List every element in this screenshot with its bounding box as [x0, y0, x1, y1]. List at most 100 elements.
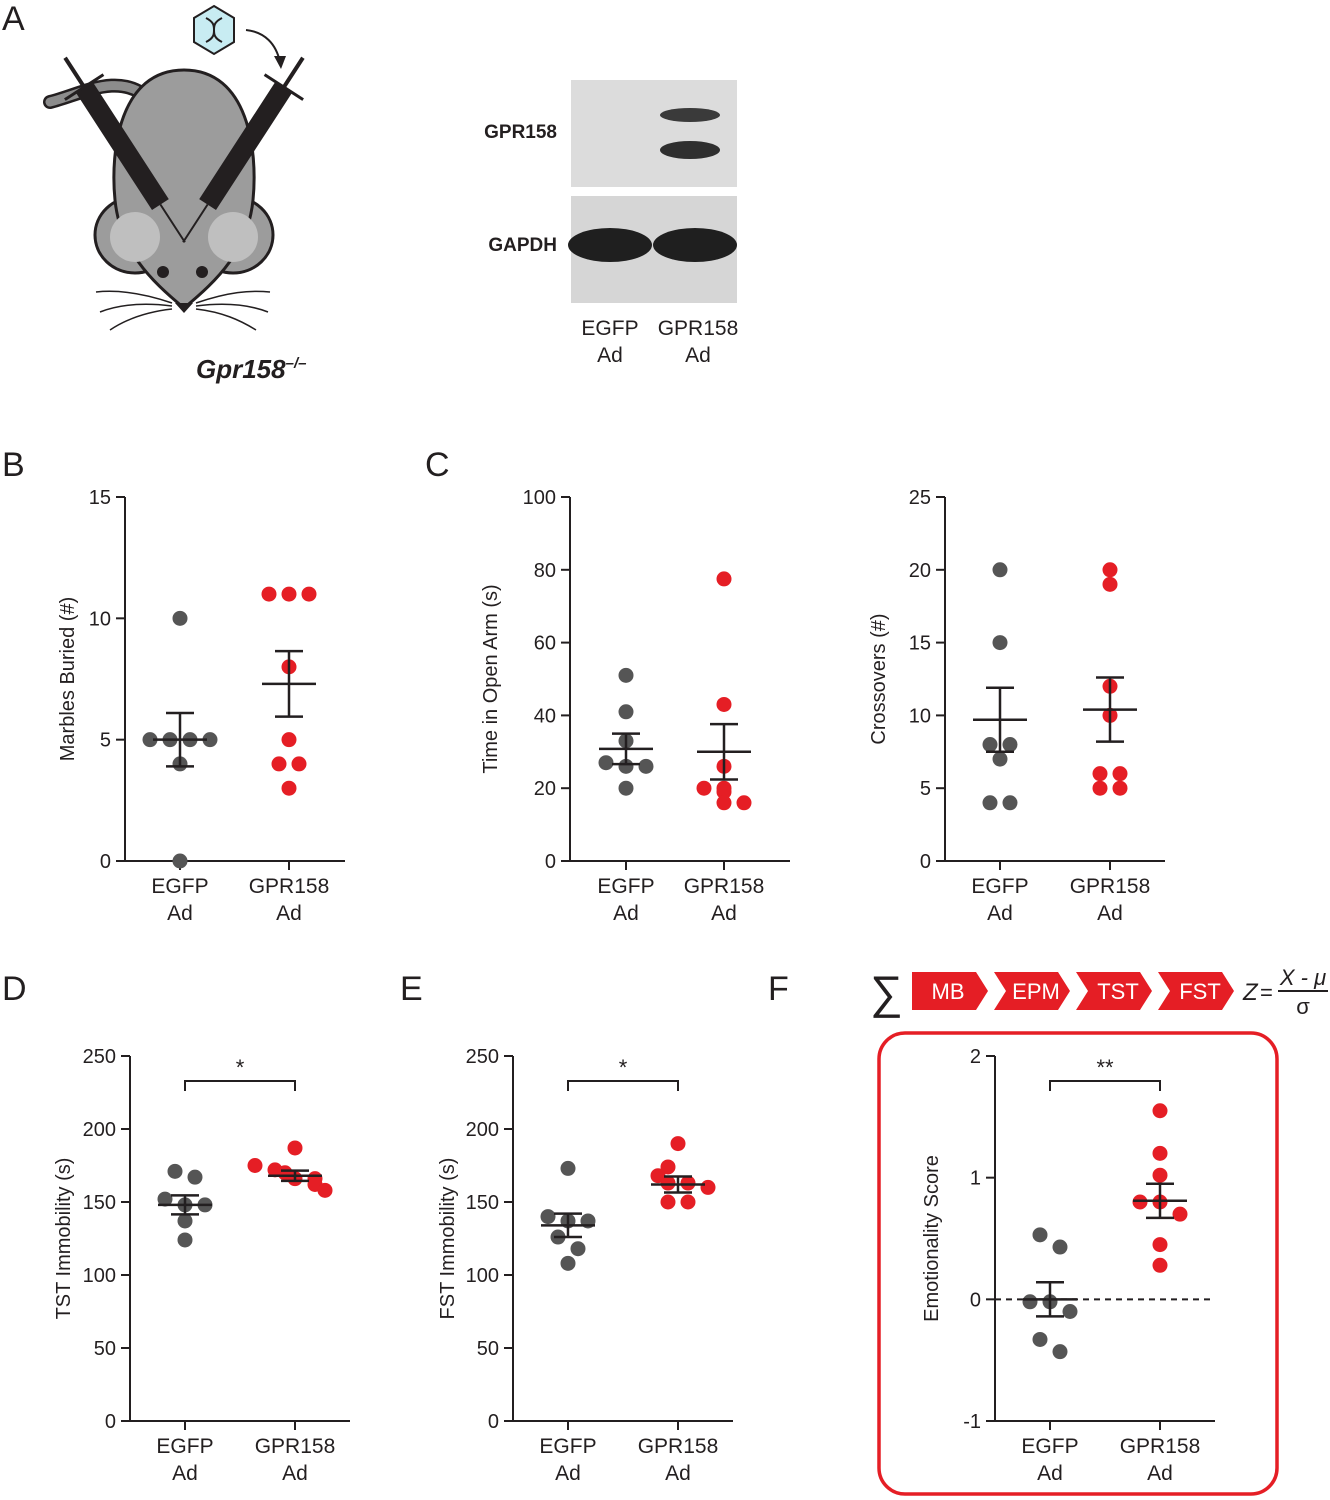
tst-category-label: GPR158 [255, 1435, 336, 1458]
emotionality-point [1152, 1257, 1168, 1273]
openarm-ytick-label: 100 [523, 487, 556, 509]
crossovers-point [1092, 766, 1108, 782]
openarm-ytick-label: 0 [545, 851, 556, 873]
fst-significance-label: * [619, 1055, 628, 1080]
fst-ytick-label: 150 [466, 1192, 499, 1214]
emotionality-significance-label: ** [1096, 1055, 1114, 1080]
tst-point [247, 1158, 263, 1173]
charts-layer: 0 5 10 15 Marbles Buried (#) EGFP Ad GPR158 Ad 0 2… [53, 487, 1215, 1485]
chevron-fst [1158, 972, 1234, 1010]
emotionality-category-label: Ad [1037, 1462, 1063, 1485]
chevron-label-epm: EPM [1012, 979, 1060, 1004]
fst-point [680, 1175, 696, 1191]
emotionality-significance-bracket [1049, 1080, 1161, 1091]
marbles-point [142, 732, 158, 748]
crossovers-point [1002, 737, 1018, 753]
blot-lane1-line2: Ad [597, 344, 623, 367]
fst-significance-bracket [567, 1080, 679, 1091]
tst-point [317, 1182, 333, 1198]
panel-label-e: E [400, 970, 423, 1008]
marbles-point [301, 586, 317, 602]
genotype-label: Gpr158–/– [196, 354, 306, 384]
tst-point [167, 1163, 183, 1179]
fst-ytick-label: 200 [466, 1119, 499, 1141]
emotionality-ytick-label: -1 [963, 1411, 981, 1433]
marbles-y-label: Marbles Buried (#) [57, 597, 79, 762]
panel-label-d: D [2, 970, 27, 1008]
fst-category-label: Ad [665, 1462, 691, 1485]
emotionality-point [1172, 1206, 1188, 1222]
marbles-point [281, 586, 297, 602]
tst-y-label: TST Immobility (s) [53, 1158, 75, 1320]
tst-point [187, 1169, 203, 1185]
marbles-ytick-label: 5 [100, 730, 111, 752]
crossovers-ytick-label: 5 [920, 778, 931, 800]
emotionality-ytick-label: 0 [970, 1289, 981, 1311]
crossovers-ytick-label: 15 [909, 633, 931, 655]
marbles-ytick-label: 10 [89, 608, 111, 630]
crossovers-point [992, 635, 1008, 651]
tst-ytick-label: 100 [83, 1265, 116, 1287]
tst-ytick-label: 250 [83, 1046, 116, 1068]
openarm-point [618, 780, 634, 796]
emotionality-point [1062, 1304, 1078, 1319]
openarm-point [618, 704, 634, 720]
crossovers-point [1002, 795, 1018, 811]
emotionality-point [1022, 1294, 1038, 1310]
formula-equals: = [1260, 980, 1273, 1005]
openarm-point [716, 571, 732, 587]
fst-point [560, 1160, 576, 1176]
tst-point [287, 1140, 303, 1156]
chevron-mb [912, 972, 988, 1010]
emotionality-point [1032, 1227, 1048, 1243]
crossovers-point [1102, 576, 1118, 592]
crossovers-ytick-label: 25 [909, 487, 931, 509]
emotionality-category-label: Ad [1147, 1462, 1173, 1485]
openarm-point [598, 755, 614, 771]
crossovers-ytick-label: 10 [909, 705, 931, 727]
blot-lane2-line2: Ad [685, 344, 711, 367]
fst-point [660, 1175, 676, 1191]
crossovers-ytick-label: 0 [920, 851, 931, 873]
openarm-point [716, 696, 732, 712]
marbles-category-label: EGFP [151, 875, 208, 898]
emotionality-point [1052, 1239, 1068, 1255]
mouse-illustration [43, 4, 305, 331]
openarm-point [696, 780, 712, 796]
emotionality-point [1032, 1331, 1048, 1347]
openarm-point [638, 758, 654, 774]
tst-point [177, 1232, 193, 1248]
fst-category-label: Ad [555, 1462, 581, 1485]
chevron-epm [994, 972, 1070, 1010]
blot-lane1-line1: EGFP [581, 317, 638, 340]
tst-ytick-label: 200 [83, 1119, 116, 1141]
chart-marbles: 0 5 10 15 Marbles Buried (#) EGFP Ad GPR158 Ad [57, 487, 345, 925]
gpr158-band-upper [660, 108, 720, 122]
fst-ytick-label: 50 [477, 1338, 499, 1360]
crossovers-point [1112, 766, 1128, 782]
fst-point [560, 1255, 576, 1271]
fst-category-label: GPR158 [638, 1435, 719, 1458]
marbles-point [261, 586, 277, 602]
fst-point [660, 1194, 676, 1210]
marbles-point [172, 610, 188, 626]
openarm-y-label: Time in Open Arm (s) [480, 584, 502, 773]
panel-label-a: A [2, 0, 25, 38]
chart-openarm: 0 20 40 60 80 100 Time in Open Arm (s) EGFP Ad GP… [480, 487, 790, 925]
emotionality-point [1152, 1145, 1168, 1161]
gapdh-band-gpr158 [653, 228, 737, 262]
tst-category-label: Ad [282, 1462, 308, 1485]
blot-lane2-line1: GPR158 [658, 317, 739, 340]
tst-point [177, 1213, 193, 1229]
marbles-point [202, 732, 218, 748]
marbles-ytick-label: 15 [89, 487, 111, 509]
marbles-category-label: GPR158 [249, 875, 330, 898]
highlight-box [877, 1031, 1279, 1496]
formula-numerator: X - μ [1279, 965, 1326, 990]
tst-ytick-label: 0 [105, 1411, 116, 1433]
emotionality-ytick-label: 2 [970, 1046, 981, 1068]
marbles-point [281, 732, 297, 748]
tst-ytick-label: 150 [83, 1192, 116, 1214]
marbles-category-label: Ad [167, 902, 193, 925]
